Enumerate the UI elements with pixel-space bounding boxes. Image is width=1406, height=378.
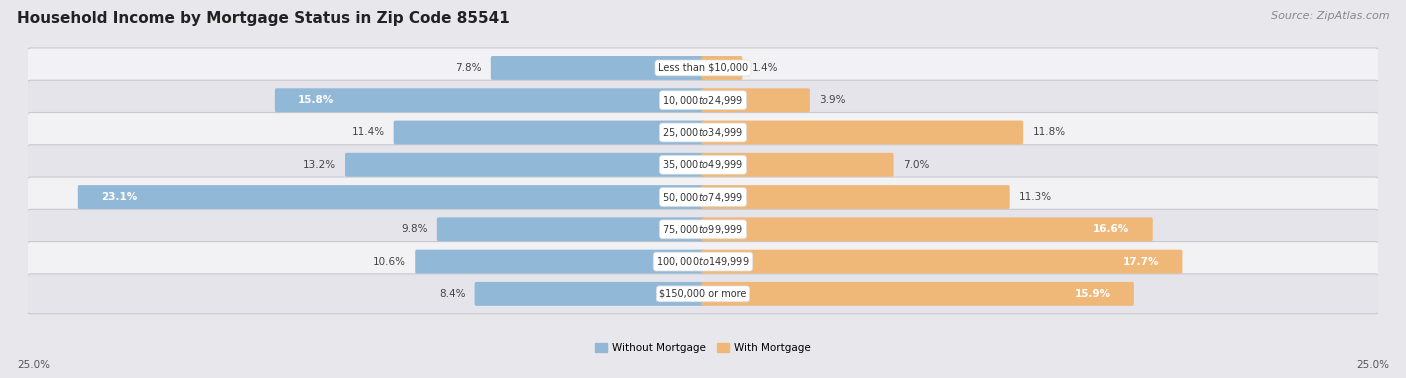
FancyBboxPatch shape (77, 185, 704, 209)
Text: 13.2%: 13.2% (302, 160, 336, 170)
Text: $10,000 to $24,999: $10,000 to $24,999 (662, 94, 744, 107)
FancyBboxPatch shape (274, 88, 704, 112)
Text: 11.8%: 11.8% (1032, 127, 1066, 138)
FancyBboxPatch shape (437, 217, 704, 241)
Text: $35,000 to $49,999: $35,000 to $49,999 (662, 158, 744, 171)
FancyBboxPatch shape (702, 217, 1153, 241)
FancyBboxPatch shape (475, 282, 704, 306)
Text: 8.4%: 8.4% (439, 289, 465, 299)
FancyBboxPatch shape (27, 209, 1379, 249)
Text: 23.1%: 23.1% (101, 192, 138, 202)
Text: 15.8%: 15.8% (298, 95, 335, 105)
FancyBboxPatch shape (702, 185, 1010, 209)
Text: Source: ZipAtlas.com: Source: ZipAtlas.com (1271, 11, 1389, 21)
Text: 10.6%: 10.6% (373, 257, 406, 266)
Text: 16.6%: 16.6% (1094, 224, 1129, 234)
Text: Household Income by Mortgage Status in Zip Code 85541: Household Income by Mortgage Status in Z… (17, 11, 509, 26)
FancyBboxPatch shape (702, 153, 894, 177)
Text: 25.0%: 25.0% (1357, 361, 1389, 370)
FancyBboxPatch shape (394, 121, 704, 144)
FancyBboxPatch shape (702, 121, 1024, 144)
FancyBboxPatch shape (702, 56, 742, 80)
Text: 1.4%: 1.4% (752, 63, 778, 73)
Text: $100,000 to $149,999: $100,000 to $149,999 (657, 255, 749, 268)
FancyBboxPatch shape (27, 274, 1379, 314)
Text: 3.9%: 3.9% (820, 95, 845, 105)
FancyBboxPatch shape (491, 56, 704, 80)
Text: 11.4%: 11.4% (352, 127, 384, 138)
Text: $25,000 to $34,999: $25,000 to $34,999 (662, 126, 744, 139)
FancyBboxPatch shape (702, 88, 810, 112)
FancyBboxPatch shape (27, 145, 1379, 185)
FancyBboxPatch shape (27, 242, 1379, 282)
Text: $50,000 to $74,999: $50,000 to $74,999 (662, 191, 744, 203)
Text: Less than $10,000: Less than $10,000 (658, 63, 748, 73)
Text: 11.3%: 11.3% (1019, 192, 1052, 202)
Text: 25.0%: 25.0% (17, 361, 49, 370)
Text: $150,000 or more: $150,000 or more (659, 289, 747, 299)
FancyBboxPatch shape (27, 80, 1379, 120)
FancyBboxPatch shape (27, 177, 1379, 217)
Legend: Without Mortgage, With Mortgage: Without Mortgage, With Mortgage (591, 339, 815, 358)
FancyBboxPatch shape (415, 249, 704, 274)
Text: 17.7%: 17.7% (1123, 257, 1159, 266)
Text: $75,000 to $99,999: $75,000 to $99,999 (662, 223, 744, 236)
FancyBboxPatch shape (702, 249, 1182, 274)
FancyBboxPatch shape (27, 113, 1379, 152)
FancyBboxPatch shape (27, 48, 1379, 88)
Text: 7.0%: 7.0% (903, 160, 929, 170)
Text: 15.9%: 15.9% (1074, 289, 1111, 299)
Text: 7.8%: 7.8% (456, 63, 482, 73)
FancyBboxPatch shape (702, 282, 1133, 306)
Text: 9.8%: 9.8% (401, 224, 427, 234)
FancyBboxPatch shape (344, 153, 704, 177)
